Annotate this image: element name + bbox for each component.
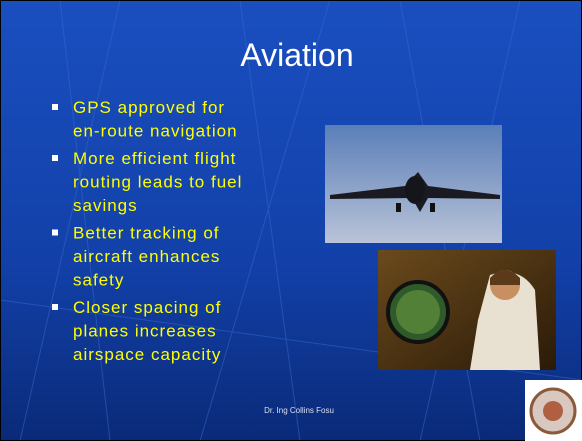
airplane-photo — [325, 125, 502, 243]
bullet-text: savings — [73, 196, 138, 215]
bullet-text: airspace capacity — [73, 345, 221, 364]
bullet-marker — [52, 104, 58, 110]
bullet-marker — [52, 230, 58, 236]
bullet-marker — [52, 304, 58, 310]
bullet-text: GPS approved for — [73, 98, 225, 117]
bullet-text: aircraft enhances — [73, 247, 220, 266]
control-room-photo — [378, 250, 556, 370]
bullet-text: Closer spacing of — [73, 298, 221, 317]
logo — [525, 380, 582, 441]
bullet-text: safety — [73, 271, 124, 290]
bullet-text: routing leads to fuel — [73, 173, 242, 192]
footer: Dr. Ing Collins Fosu — [264, 406, 334, 415]
slide: Aviation GPS approved for en-route naviga… — [0, 0, 582, 441]
slide-title: Aviation — [240, 37, 353, 73]
bullet-text: planes increases — [73, 322, 217, 341]
bullet-text: en-route navigation — [73, 122, 238, 141]
bullet-marker — [52, 155, 58, 161]
bullet-text: Better tracking of — [73, 224, 220, 243]
bullet-text: More efficient flight — [73, 149, 236, 168]
